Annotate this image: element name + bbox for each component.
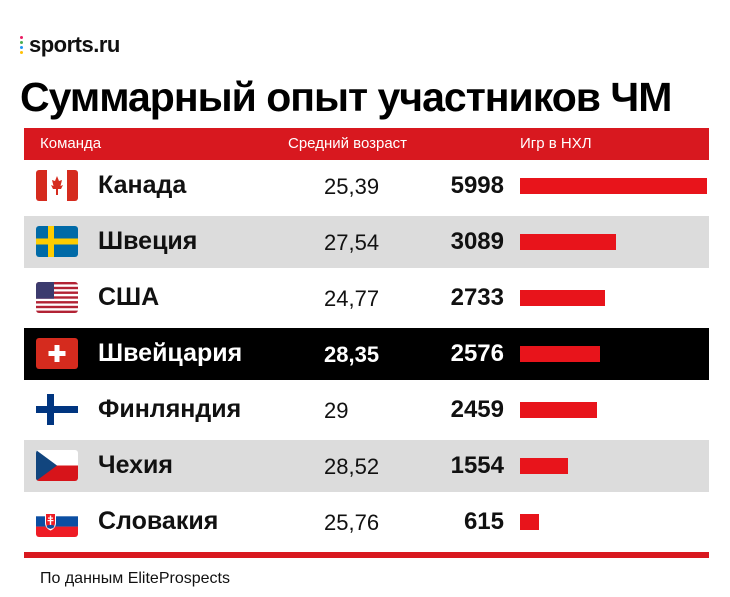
header-games: Игр в НХЛ — [520, 135, 592, 152]
avg-age: 29 — [324, 398, 349, 423]
team-name: Словакия — [98, 507, 219, 535]
table-row: Чехия 28,52 1554 — [24, 440, 709, 492]
table-row: Канада 25,39 5998 — [24, 160, 709, 212]
sweden-flag-icon — [36, 226, 78, 257]
nhl-games-bar — [520, 346, 600, 362]
nhl-games-label: 1554 — [450, 452, 504, 479]
slovakia-flag-icon — [36, 506, 78, 537]
avg-age: 28,52 — [324, 454, 380, 479]
avg-age: 25,39 — [324, 174, 380, 199]
nhl-games-label: 615 — [463, 508, 504, 535]
avg-age: 28,35 — [324, 342, 380, 367]
team-name: США — [98, 283, 160, 311]
sports-ru-logo: sports.ru — [20, 32, 120, 58]
logo-dots-icon — [20, 36, 23, 54]
czech-flag-icon — [36, 450, 78, 481]
nhl-games-bar — [520, 234, 616, 250]
table-row: Словакия 25,76 615 — [24, 496, 709, 548]
avg-age: 24,77 — [324, 286, 380, 311]
table-row: США 24,77 2733 — [24, 272, 709, 324]
team-name: Швейцария — [98, 339, 243, 367]
nhl-games-label: 3089 — [450, 228, 504, 255]
header-team: Команда — [40, 135, 102, 152]
nhl-games-bar — [520, 178, 707, 194]
canada-flag-icon — [36, 170, 78, 201]
team-name: Финляндия — [98, 395, 242, 423]
finland-flag-icon — [36, 394, 78, 425]
bottom-divider — [24, 552, 709, 558]
team-name: Чехия — [98, 451, 173, 479]
source-note: По данным EliteProspects — [40, 570, 230, 587]
table-header: Команда Средний возраст Игр в НХЛ — [24, 128, 709, 160]
table-row: Финляндия 29 2459 — [24, 384, 709, 436]
chart-title: Суммарный опыт участников ЧМ — [20, 74, 672, 120]
nhl-games-bar — [520, 458, 568, 474]
usa-flag-icon — [36, 282, 78, 313]
switzerland-flag-icon — [36, 338, 78, 369]
table-row: Швеция 27,54 3089 — [24, 216, 709, 268]
team-name: Швеция — [98, 227, 198, 255]
nhl-games-bar — [520, 514, 539, 530]
nhl-games-label: 5998 — [450, 172, 504, 199]
nhl-games-label: 2733 — [450, 284, 504, 311]
table-row-highlighted: Швейцария 28,35 2576 — [24, 328, 709, 380]
team-name: Канада — [98, 171, 187, 199]
avg-age: 25,76 — [324, 510, 380, 535]
nhl-games-bar — [520, 290, 605, 306]
nhl-games-label: 2459 — [450, 396, 504, 423]
nhl-games-bar — [520, 402, 597, 418]
header-age: Средний возраст — [288, 135, 408, 152]
logo-text: sports.ru — [29, 32, 120, 57]
nhl-games-label: 2576 — [450, 340, 504, 367]
avg-age: 27,54 — [324, 230, 380, 255]
